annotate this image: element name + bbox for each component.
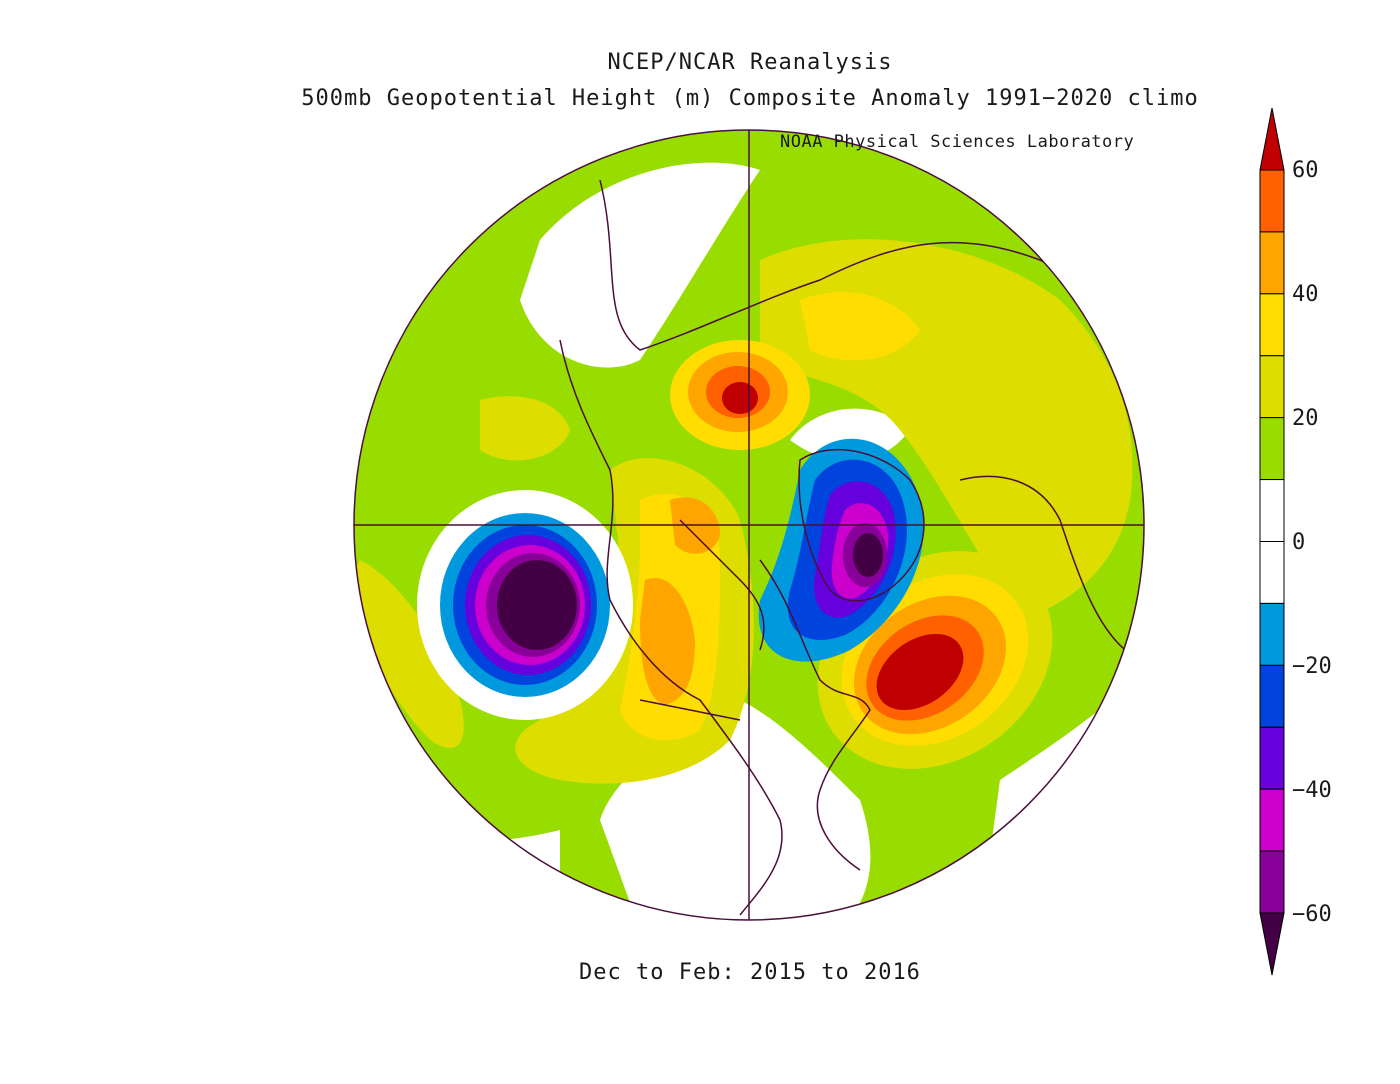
colorbar-swatch bbox=[1259, 231, 1285, 295]
colorbar-swatch bbox=[1259, 479, 1285, 543]
chart-subtitle: 500mb Geopotential Height (m) Composite … bbox=[301, 86, 1199, 111]
colorbar-label: 0 bbox=[1292, 530, 1306, 555]
greenland-low-core bbox=[853, 533, 883, 577]
colorbar-top-arrow bbox=[1259, 107, 1285, 171]
colorbar-label: −40 bbox=[1292, 778, 1332, 803]
arctic-islands bbox=[679, 519, 765, 651]
pacific-ridge bbox=[354, 560, 464, 748]
siberian-high-core bbox=[722, 382, 758, 414]
eurasia-ridge-core bbox=[800, 291, 920, 361]
colorbar-swatch bbox=[1259, 355, 1285, 419]
colorbar-swatch bbox=[1259, 169, 1285, 233]
colorbar-swatch bbox=[1259, 293, 1285, 357]
colorbar-swatch bbox=[1259, 850, 1285, 914]
atlantic-high-core bbox=[876, 633, 964, 711]
credit-text: NOAA Physical Sciences Laboratory bbox=[780, 132, 1135, 152]
colorbar-swatch bbox=[1259, 788, 1285, 852]
period-label: Dec to Feb: 2015 to 2016 bbox=[579, 960, 921, 985]
colorbar-label: −20 bbox=[1292, 654, 1332, 679]
white-region-arctic bbox=[520, 162, 760, 368]
colorbar-label: 20 bbox=[1292, 406, 1319, 431]
colorbar-swatch bbox=[1259, 602, 1285, 666]
small-ridge bbox=[480, 396, 570, 461]
colorbar-swatch bbox=[1259, 417, 1285, 481]
chart-title: NCEP/NCAR Reanalysis bbox=[607, 50, 893, 75]
north-america-west-coast bbox=[559, 339, 783, 916]
colorbar bbox=[1259, 107, 1285, 976]
colorbar-swatch bbox=[1259, 726, 1285, 790]
colorbar-bottom-arrow bbox=[1259, 912, 1285, 976]
border-line bbox=[639, 699, 741, 721]
colorbar-label: −60 bbox=[1292, 902, 1332, 927]
map-border bbox=[353, 129, 1145, 921]
colorbar-swatch bbox=[1259, 664, 1285, 728]
colorbar-label: 40 bbox=[1292, 282, 1319, 307]
aleutian-low-core bbox=[497, 560, 577, 650]
greenland-coast bbox=[798, 448, 925, 602]
na-ridge-core bbox=[640, 578, 695, 705]
colorbar-label: 60 bbox=[1292, 158, 1319, 183]
colorbar-swatch bbox=[1259, 541, 1285, 604]
europe-coast bbox=[959, 475, 1141, 661]
north-america-east-coast bbox=[759, 559, 871, 871]
